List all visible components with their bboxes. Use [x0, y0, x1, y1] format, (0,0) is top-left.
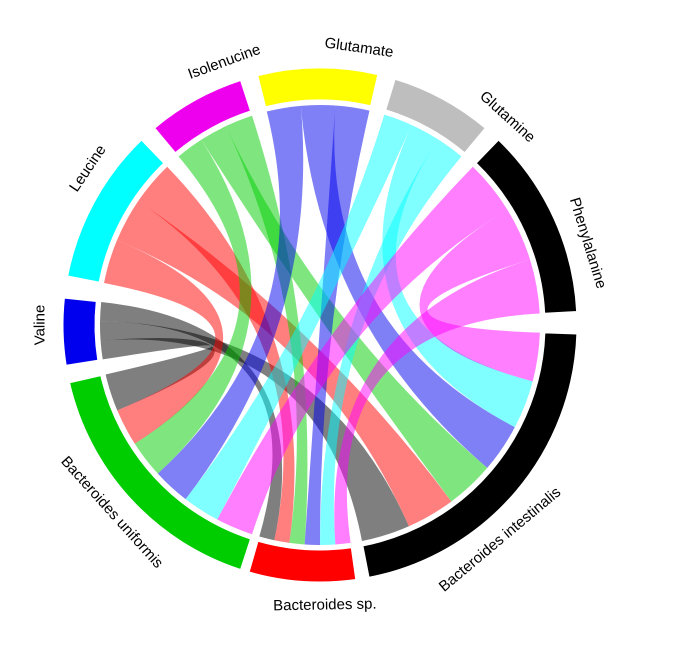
- ribbon-phenylalanine-to-b_uniformis: [217, 166, 508, 535]
- sector-label-glutamine: Glutamine: [476, 88, 538, 146]
- ribbon-glutamate-to-b_uniformis: [157, 105, 304, 500]
- chord-ribbons: [99, 105, 540, 546]
- ribbon-glutamate-to-b_sp: [304, 105, 370, 545]
- ribbon-leucine-to-b_sp: [138, 166, 295, 543]
- sector-arc-b_uniformis: [68, 375, 252, 571]
- sector-arc-glutamine: [385, 78, 486, 154]
- sector-arc-glutamate: [257, 67, 379, 108]
- ribbon-glutamine-to-b_intestinalis: [382, 125, 533, 428]
- ribbon-isoleucine-to-b_uniformis: [134, 139, 252, 474]
- sector-arc-isoleucine: [154, 79, 252, 154]
- ribbon-isoleucine-to-b_sp: [225, 115, 308, 545]
- sector-label-valine: Valine: [32, 305, 49, 346]
- ribbon-leucine-to-b_uniformis: [104, 240, 224, 444]
- ribbon-glutamine-to-b_uniformis: [185, 114, 412, 520]
- ribbon-phenylalanine-to-b_intestinalis: [419, 209, 540, 382]
- sector-label-glutamate: Glutamate: [324, 34, 395, 60]
- sector-arc-leucine: [67, 139, 165, 283]
- sector-arc-valine: [62, 297, 99, 366]
- sector-arc-b_sp: [248, 540, 357, 583]
- sector-arc-phenylalanine: [475, 139, 578, 314]
- ribbon-phenylalanine-to-b_sp: [334, 259, 540, 545]
- sector-arc-b_intestinalis: [362, 332, 578, 578]
- ribbon-leucine-to-b_intestinalis: [116, 200, 452, 527]
- sector-label-b_sp: Bacteroides sp.: [273, 596, 377, 615]
- sector-label-isoleucine: Isolenucine: [186, 41, 263, 83]
- sector-arcs: [62, 67, 578, 583]
- ribbon-glutamate-to-b_intestinalis: [300, 105, 515, 468]
- ribbon-valine-to-b_uniformis: [100, 338, 215, 411]
